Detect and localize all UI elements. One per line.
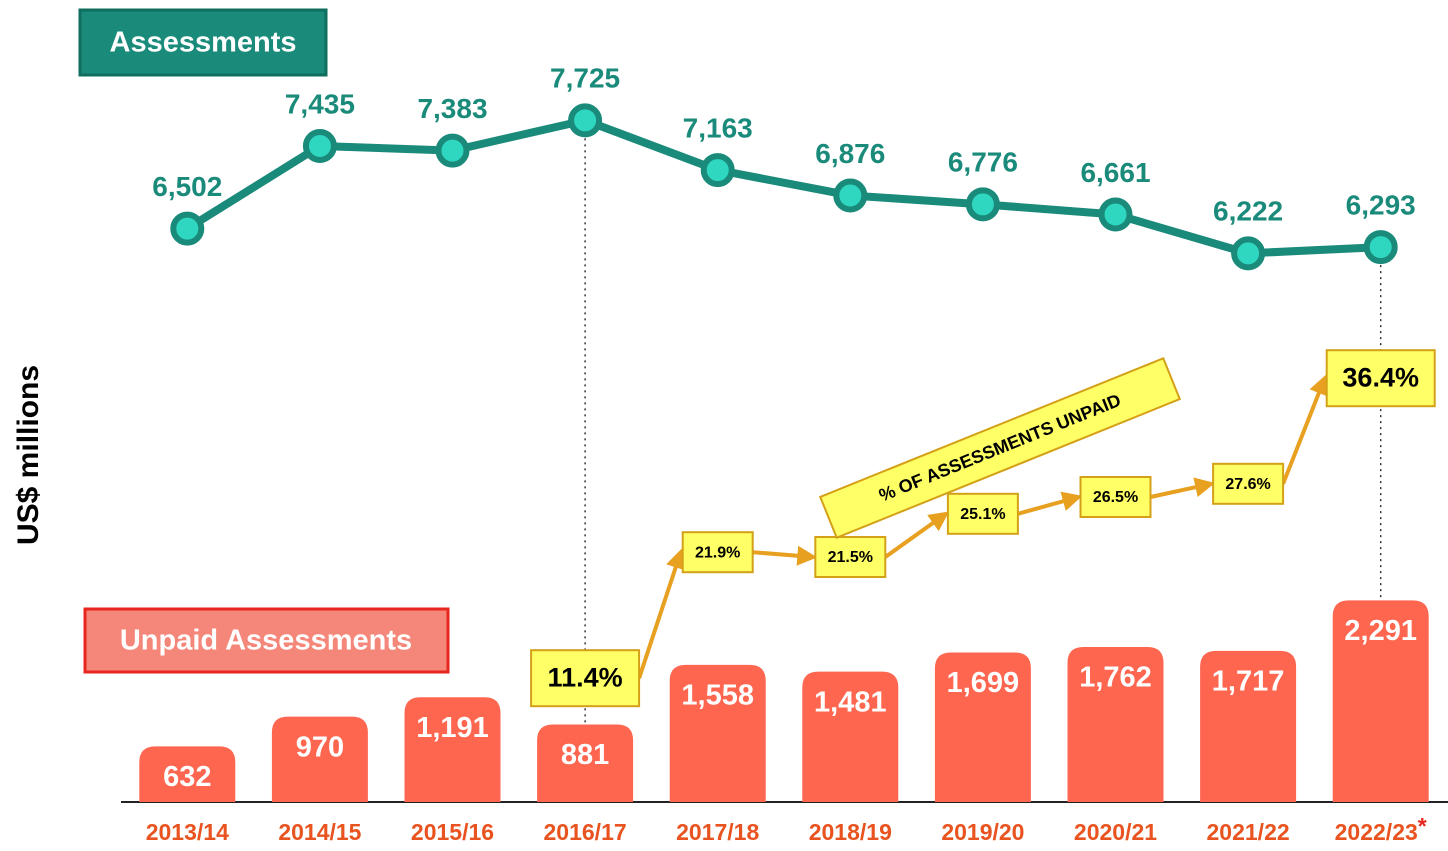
legend-box <box>78 8 328 77</box>
point-label: 6,502 <box>152 171 222 202</box>
line-point <box>435 133 470 168</box>
bar-label: 1,191 <box>416 712 489 744</box>
y-axis-label: US$ millions <box>12 365 45 545</box>
trend-arrow <box>637 548 686 679</box>
legend-label: Unpaid Assessments <box>120 625 412 657</box>
percent-box <box>1325 349 1436 408</box>
percent-label: 36.4% <box>1342 362 1419 392</box>
x-tick-label: 2020/21 <box>1074 819 1157 845</box>
bar-label: 1,699 <box>947 667 1020 699</box>
x-tick-label: 2019/20 <box>941 819 1024 845</box>
x-tick-text: 2017/18 <box>676 819 759 845</box>
x-tick-label: 2014/15 <box>278 819 361 845</box>
percent-box <box>530 649 641 708</box>
bar-label: 632 <box>163 761 211 793</box>
line-point <box>568 103 603 138</box>
bar-label: 881 <box>561 739 609 771</box>
x-tick-label: 2022/23* <box>1335 813 1427 845</box>
point-label: 7,435 <box>285 88 355 119</box>
percent-label: 11.4% <box>548 662 623 692</box>
annotation-box <box>818 356 1182 540</box>
trend-arrow <box>752 545 818 566</box>
percent-label: 21.9% <box>695 544 740 561</box>
percent-box <box>1212 462 1285 505</box>
line-point <box>170 211 205 246</box>
percent-box <box>681 531 754 574</box>
point-label: 7,725 <box>550 63 620 94</box>
bar <box>404 697 501 802</box>
point-label: 6,876 <box>815 138 885 169</box>
percent-box <box>946 492 1019 535</box>
line-point <box>1363 230 1398 265</box>
percent-box <box>1079 476 1152 518</box>
bar-label: 1,717 <box>1212 666 1285 698</box>
legend-label: Assessments <box>110 27 297 59</box>
bar <box>139 746 236 802</box>
line-point <box>302 129 337 164</box>
bar-label: 1,481 <box>814 686 887 718</box>
bar-label: 1,762 <box>1079 662 1152 694</box>
x-tick-text: 2014/15 <box>278 819 361 845</box>
bar <box>1067 646 1164 802</box>
bar-label: 1,558 <box>681 680 754 712</box>
line <box>185 116 1381 258</box>
bar <box>934 652 1031 802</box>
bar <box>1332 600 1429 802</box>
point-label: 6,293 <box>1346 189 1416 220</box>
x-tick-text: 2013/14 <box>146 819 229 845</box>
bar-label: 2,291 <box>1344 615 1417 647</box>
line-point <box>700 153 735 188</box>
line-point <box>833 178 868 213</box>
x-tick-label: 2017/18 <box>676 819 759 845</box>
x-tick-label: 2021/22 <box>1207 819 1290 845</box>
bar <box>1200 650 1297 802</box>
x-tick-text: 2021/22 <box>1207 819 1290 845</box>
x-tick-label: 2013/14 <box>146 819 229 845</box>
trend-arrow <box>884 511 950 559</box>
percent-label: 27.6% <box>1225 476 1270 493</box>
point-label: 6,661 <box>1080 157 1150 188</box>
x-tick-text: 2018/19 <box>809 819 892 845</box>
trend-arrow <box>1281 374 1329 485</box>
trend-arrow <box>1017 491 1083 516</box>
trend-arrow <box>1150 477 1216 499</box>
line-point <box>1098 197 1133 232</box>
point-label: 7,163 <box>683 112 753 143</box>
x-tick-text: 2020/21 <box>1074 819 1157 845</box>
bar <box>271 716 368 802</box>
x-tick-label: 2015/16 <box>411 819 494 845</box>
line-point <box>965 187 1000 222</box>
bar <box>669 664 766 802</box>
x-tick-label: 2018/19 <box>809 819 892 845</box>
point-label: 6,222 <box>1213 196 1283 227</box>
legend-box <box>83 607 450 674</box>
bar-label: 970 <box>296 731 344 763</box>
x-tick-text: 2016/17 <box>544 819 627 845</box>
percent-label: 26.5% <box>1093 489 1138 506</box>
percent-box <box>814 536 887 578</box>
point-label: 7,383 <box>417 93 487 124</box>
percent-label: 25.1% <box>960 506 1005 523</box>
x-tick-label: 2016/17 <box>544 819 627 845</box>
percent-label: 21.5% <box>828 549 873 566</box>
category-note: * <box>1418 813 1427 839</box>
line-point <box>1231 236 1266 271</box>
bar <box>537 724 634 802</box>
x-tick-text: 2015/16 <box>411 819 494 845</box>
point-label: 6,776 <box>948 147 1018 178</box>
x-tick-text: 2019/20 <box>941 819 1024 845</box>
x-tick-text: 2022/23 <box>1335 819 1418 845</box>
bar <box>802 671 899 802</box>
